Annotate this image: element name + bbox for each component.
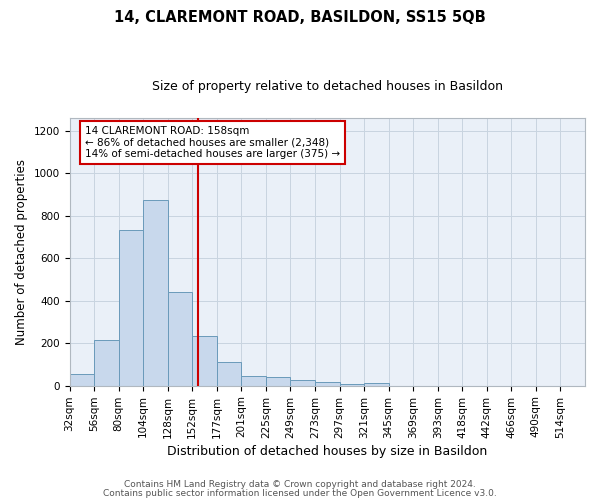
X-axis label: Distribution of detached houses by size in Basildon: Distribution of detached houses by size … — [167, 444, 487, 458]
Text: 14 CLAREMONT ROAD: 158sqm
← 86% of detached houses are smaller (2,348)
14% of se: 14 CLAREMONT ROAD: 158sqm ← 86% of detac… — [85, 126, 340, 159]
Bar — [290, 380, 315, 386]
Bar — [70, 374, 94, 386]
Text: 14, CLAREMONT ROAD, BASILDON, SS15 5QB: 14, CLAREMONT ROAD, BASILDON, SS15 5QB — [114, 10, 486, 25]
Bar — [241, 376, 266, 386]
Y-axis label: Number of detached properties: Number of detached properties — [15, 158, 28, 344]
Bar — [94, 340, 119, 386]
Bar — [168, 292, 192, 386]
Bar — [266, 377, 290, 386]
Bar — [192, 336, 217, 386]
Title: Size of property relative to detached houses in Basildon: Size of property relative to detached ho… — [152, 80, 503, 93]
Bar — [217, 362, 241, 386]
Bar — [119, 230, 143, 386]
Bar — [143, 200, 168, 386]
Text: Contains public sector information licensed under the Open Government Licence v3: Contains public sector information licen… — [103, 488, 497, 498]
Bar — [315, 382, 340, 386]
Bar — [364, 382, 389, 386]
Text: Contains HM Land Registry data © Crown copyright and database right 2024.: Contains HM Land Registry data © Crown c… — [124, 480, 476, 489]
Bar — [340, 384, 364, 386]
